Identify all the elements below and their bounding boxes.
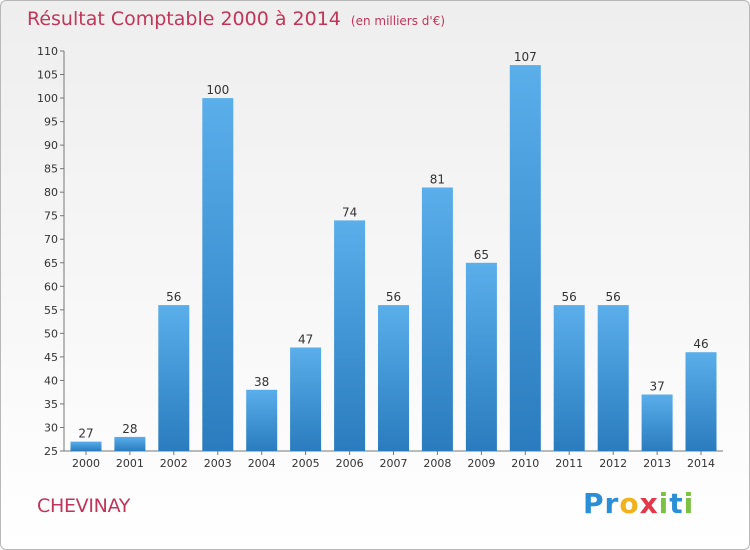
bar — [378, 305, 409, 451]
bar — [114, 436, 146, 451]
data-label: 47 — [298, 333, 313, 347]
data-label: 107 — [514, 50, 537, 64]
data-label: 28 — [122, 422, 137, 436]
bar — [334, 220, 366, 451]
y-tick-label: 110 — [37, 45, 58, 58]
logo-letter: P — [583, 487, 605, 520]
x-tick-label: 2001 — [116, 457, 144, 470]
data-label: 65 — [474, 248, 489, 262]
logo-letter: o — [619, 487, 640, 520]
data-label: 46 — [693, 337, 708, 351]
bar — [202, 98, 234, 451]
y-tick-label: 85 — [44, 163, 58, 176]
y-tick-label: 95 — [44, 116, 58, 129]
chart-title: Résultat Comptable 2000 à 2014 — [27, 8, 341, 30]
data-label: 27 — [78, 427, 93, 441]
bar — [421, 187, 453, 451]
y-tick-label: 55 — [44, 304, 58, 317]
y-tick-label: 60 — [44, 280, 58, 293]
y-tick-label: 90 — [44, 139, 58, 152]
x-tick-label: 2012 — [599, 457, 627, 470]
y-tick-label: 40 — [44, 374, 58, 387]
data-label: 74 — [342, 205, 357, 219]
logo-letter: x — [639, 487, 659, 520]
bar — [290, 347, 322, 451]
data-label: 37 — [649, 380, 664, 394]
x-tick-label: 2007 — [380, 457, 408, 470]
bar — [158, 305, 190, 451]
x-tick-label: 2002 — [160, 457, 188, 470]
data-label: 100 — [206, 83, 229, 97]
logo-letter: r — [604, 487, 620, 520]
y-tick-label: 75 — [44, 210, 58, 223]
x-tick-label: 2009 — [467, 457, 495, 470]
y-tick-label: 30 — [44, 421, 58, 434]
y-tick-label: 35 — [44, 398, 58, 411]
data-label: 81 — [430, 173, 445, 187]
data-label: 56 — [606, 290, 621, 304]
logo-letter: i — [683, 487, 695, 520]
data-label: 56 — [386, 290, 401, 304]
logo-letter: t — [669, 487, 684, 520]
y-tick-label: 45 — [44, 351, 58, 364]
x-tick-label: 2008 — [423, 457, 451, 470]
bar — [641, 394, 673, 451]
x-tick-label: 2005 — [292, 457, 320, 470]
y-tick-label: 105 — [37, 69, 58, 82]
y-tick-label: 80 — [44, 186, 58, 199]
y-tick-label: 65 — [44, 257, 58, 270]
bar — [553, 305, 585, 451]
x-tick-label: 2013 — [643, 457, 671, 470]
x-tick-label: 2003 — [204, 457, 232, 470]
chart-unit: (en milliers d'€) — [350, 14, 446, 28]
x-tick-label: 2011 — [555, 457, 583, 470]
data-label: 38 — [254, 375, 269, 389]
x-tick-label: 2000 — [72, 457, 100, 470]
bar — [246, 389, 278, 451]
logo-letter: i — [658, 487, 670, 520]
y-tick-label: 100 — [37, 92, 58, 105]
x-tick-label: 2004 — [248, 457, 276, 470]
commune-name: CHEVINAY — [37, 495, 131, 517]
data-label: 56 — [562, 290, 577, 304]
bar — [509, 65, 541, 451]
bar — [597, 305, 629, 451]
chart-title-block: Résultat Comptable 2000 à 2014 (en millie… — [27, 8, 445, 30]
y-tick-label: 70 — [44, 233, 58, 246]
bar — [465, 262, 497, 451]
bar — [685, 352, 717, 451]
x-tick-label: 2006 — [336, 457, 364, 470]
bar — [70, 441, 102, 451]
x-tick-label: 2014 — [687, 457, 715, 470]
proxiti-logo: Proxiti — [583, 487, 694, 520]
y-tick-label: 50 — [44, 327, 58, 340]
data-label: 56 — [166, 290, 181, 304]
x-tick-label: 2010 — [511, 457, 539, 470]
y-tick-label: 25 — [44, 445, 58, 458]
